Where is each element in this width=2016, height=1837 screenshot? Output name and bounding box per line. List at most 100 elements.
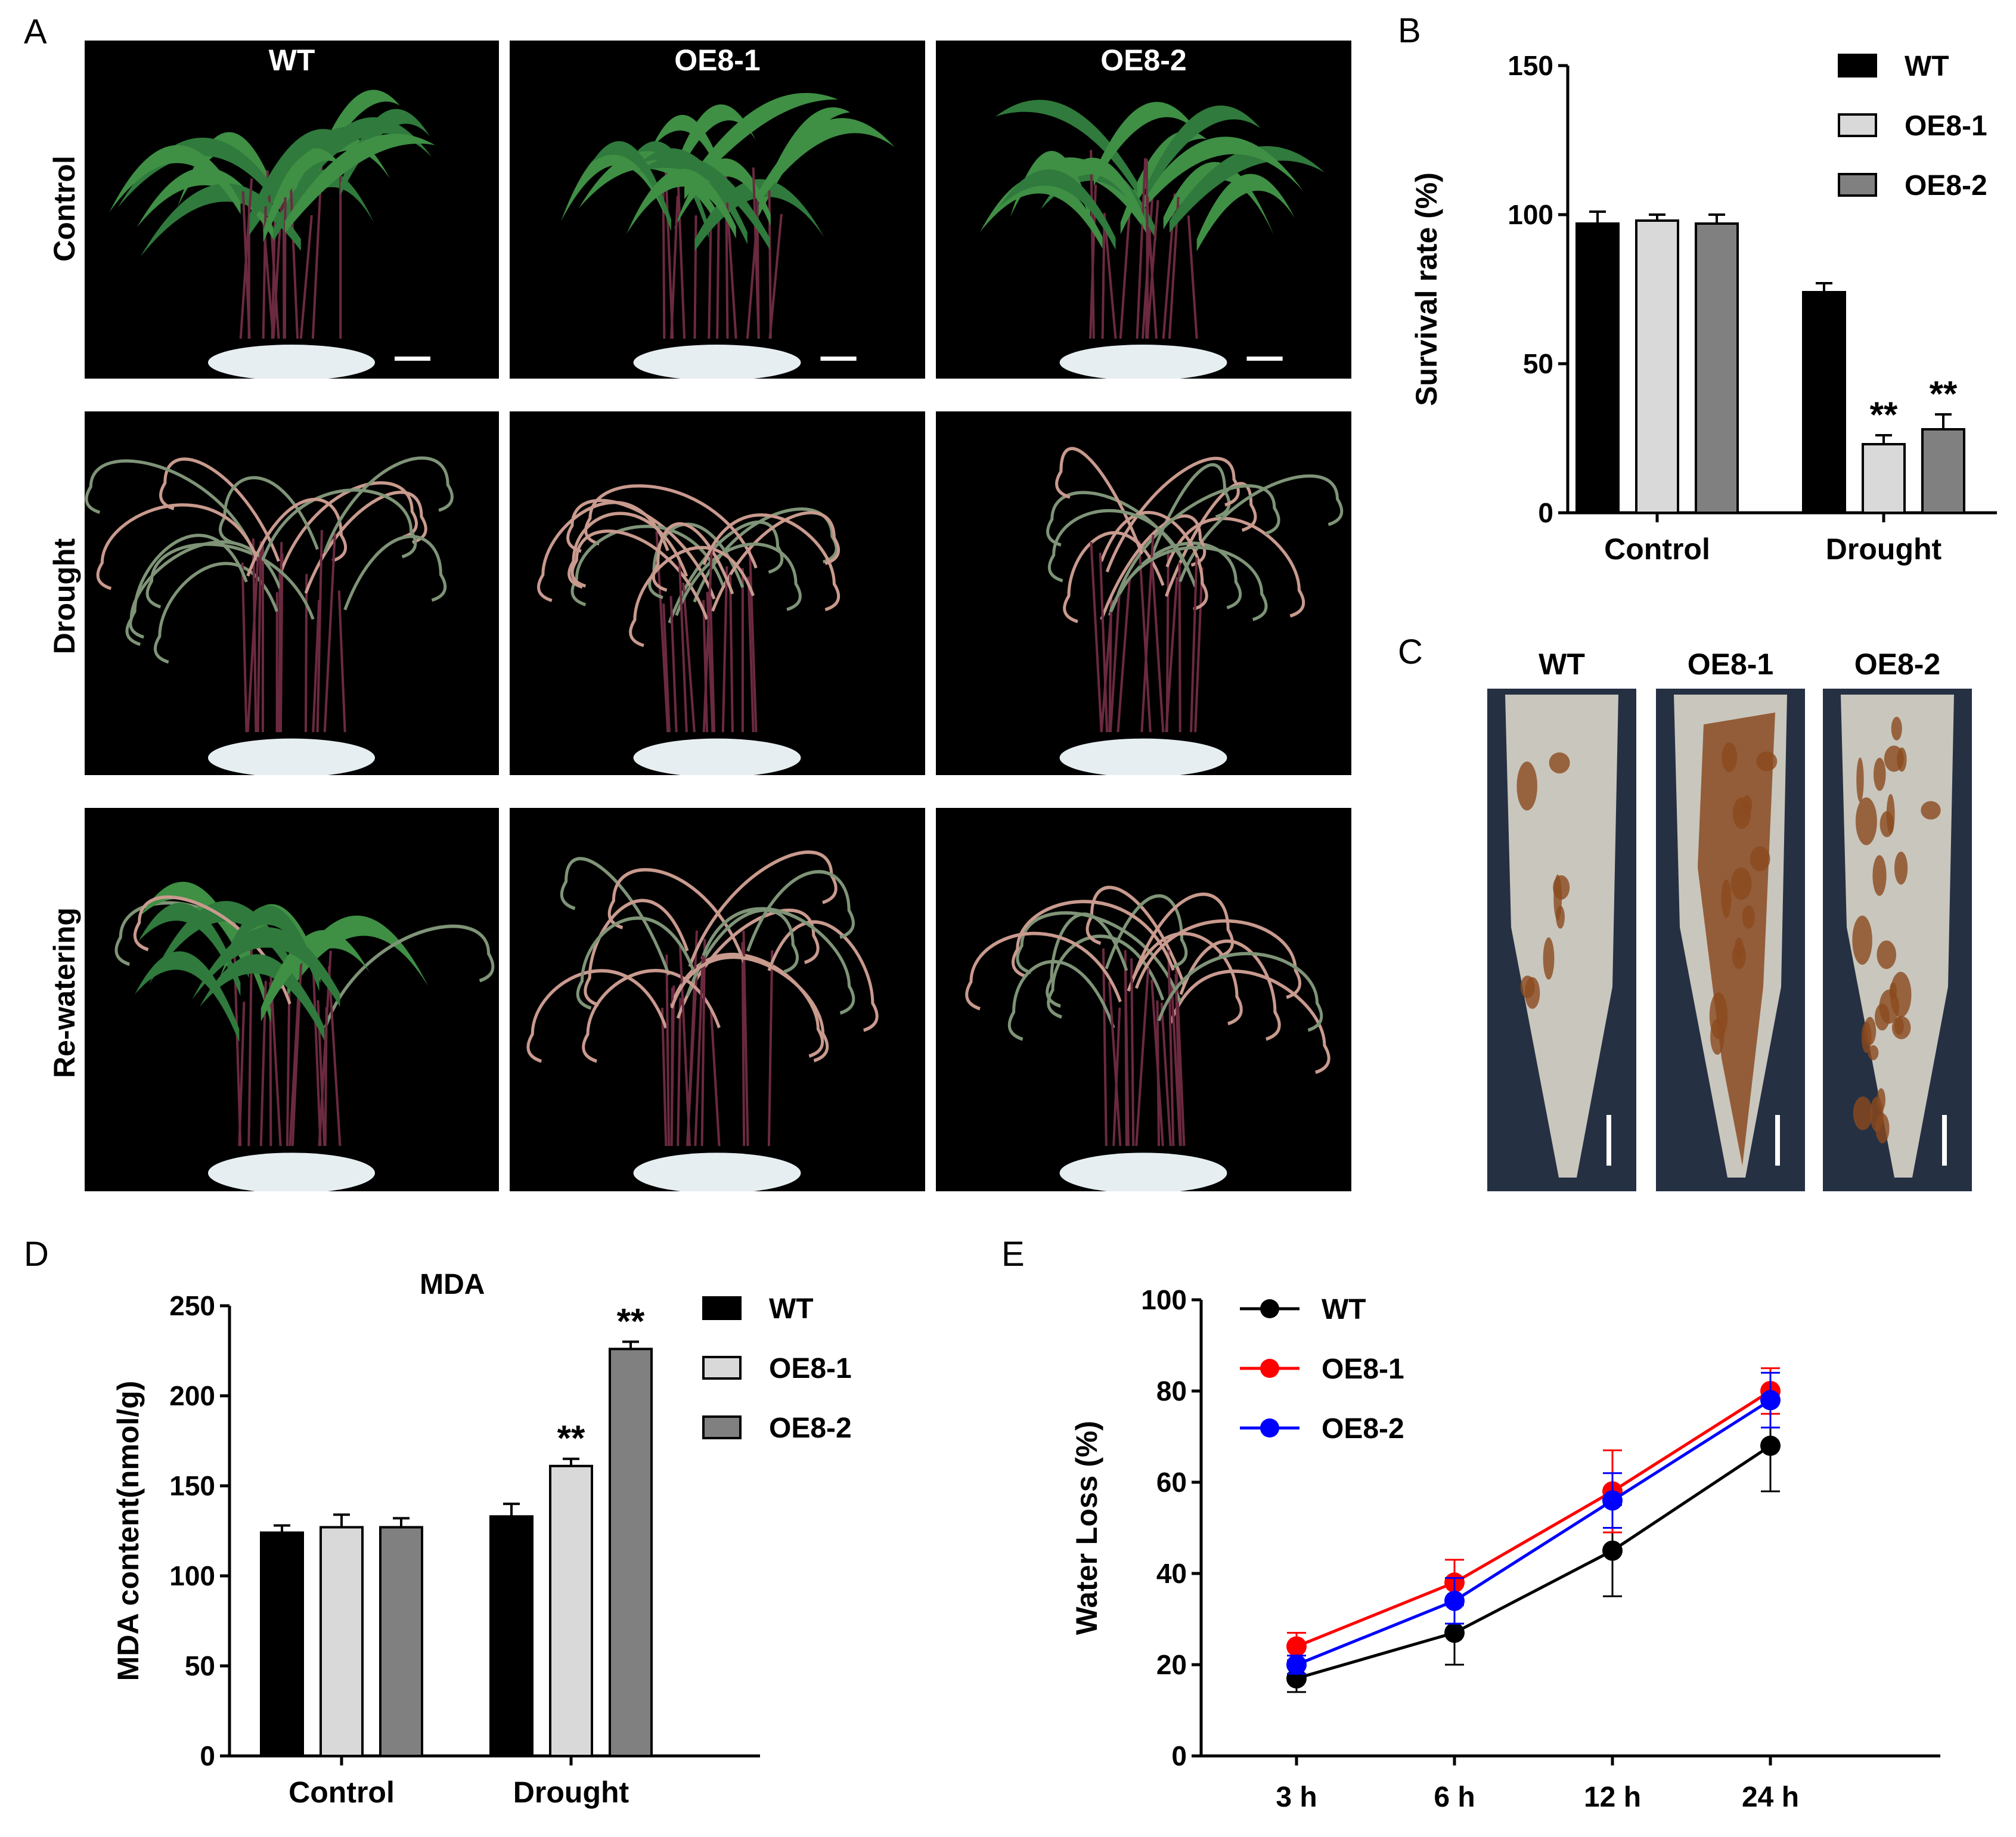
plant-stem	[709, 1007, 721, 1147]
green-leaf	[249, 129, 352, 227]
panel-letter-e: E	[1001, 1235, 1025, 1274]
stain-spot	[1722, 742, 1738, 772]
plant-stem	[1190, 557, 1198, 732]
photo-rewatering-oe8-1	[510, 808, 925, 1191]
stain-spot	[1874, 757, 1886, 791]
plant-stem	[1102, 948, 1108, 1147]
y-tick-label: 60	[1156, 1467, 1187, 1498]
green-leaf	[263, 148, 341, 242]
plant-stem	[747, 576, 755, 732]
dry-leaf	[261, 488, 417, 560]
stain-spot	[1553, 875, 1570, 900]
dry-leaf	[570, 529, 709, 620]
plant-stem	[700, 938, 706, 1147]
dry-leaf	[246, 497, 348, 577]
plant-stem	[1124, 971, 1130, 1147]
dry-leaf	[1127, 932, 1243, 1026]
plant-stem	[1116, 575, 1131, 733]
dry-leaf	[129, 534, 248, 639]
y-axis-label: MDA content(nmol/g)	[111, 1381, 145, 1681]
y-tick-label: 250	[169, 1290, 215, 1321]
legend-label-wt: WT	[1905, 51, 1949, 82]
panel-letter-d: D	[24, 1235, 49, 1274]
data-point-oe8-1-3-h	[1286, 1636, 1307, 1657]
plant-stem	[693, 215, 697, 339]
stain-spot	[1877, 940, 1897, 969]
flower-pot	[1059, 738, 1227, 775]
dry-leaf	[1157, 952, 1323, 1032]
stain-spot	[1543, 937, 1555, 980]
leaf-photo-oe8-1	[1656, 689, 1805, 1191]
stain-spot	[1877, 1088, 1885, 1112]
legend-marker-wt	[1260, 1299, 1279, 1318]
dry-leaf	[85, 459, 258, 559]
flower-pot	[208, 345, 375, 379]
leaf-label-wt: WT	[1539, 648, 1585, 681]
y-tick-label: 20	[1156, 1649, 1187, 1680]
legend-swatch-oe8-1	[1838, 113, 1877, 137]
x-tick-label-6-h: 6 h	[1434, 1782, 1475, 1813]
plant-stem	[1090, 150, 1095, 339]
dry-leaf	[1012, 900, 1175, 978]
green-leaf	[758, 107, 850, 217]
legend-label-oe8-2: OE8-2	[1322, 1413, 1404, 1445]
bar-control-wt	[260, 1531, 304, 1757]
y-tick-label: 50	[185, 1650, 215, 1681]
plant-stem	[1136, 158, 1147, 339]
stain-spot	[1890, 971, 1912, 1018]
bar-control-oe8-1	[320, 1526, 364, 1757]
green-leaf	[191, 927, 340, 1007]
dry-leaf	[1105, 894, 1188, 969]
panel-letter-c: C	[1398, 633, 1423, 671]
dry-leaf	[1134, 919, 1301, 999]
plant-stem	[241, 191, 251, 339]
bar-control-wt	[1575, 222, 1620, 514]
dry-leaf	[526, 969, 668, 1063]
dry-leaf	[584, 484, 758, 569]
stain-spot	[1710, 1018, 1725, 1055]
flower-pot	[633, 738, 801, 775]
flower-pot	[208, 738, 375, 775]
dry-leaf	[700, 907, 855, 1015]
stain-spot	[1863, 1017, 1877, 1045]
plant-stem	[1090, 541, 1103, 733]
plant-stem	[662, 603, 671, 733]
green-leaf	[1010, 151, 1091, 221]
dry-leaf	[1055, 447, 1143, 555]
bar-drought-oe8-2	[1921, 428, 1965, 514]
photo-rewatering-wt	[85, 808, 499, 1191]
dry-leaf	[1047, 934, 1165, 1019]
green-leaf	[638, 156, 770, 250]
plant-stem	[246, 556, 259, 733]
green-leaf	[178, 132, 274, 207]
plant-stem	[1156, 1000, 1161, 1147]
bar-control-oe8-1	[1635, 219, 1679, 514]
legend-swatch-wt	[702, 1296, 742, 1320]
plant-stem	[728, 574, 734, 732]
dry-leaf	[560, 857, 671, 976]
chart-mda-content: 0 50 100 150 200 250 MDA content(nmol/g) MDA Con…	[111, 1269, 852, 1809]
green-leaf	[284, 134, 436, 234]
dry-leaf	[670, 955, 829, 1062]
stain-spot	[1853, 1096, 1873, 1130]
stain-spot	[1894, 851, 1908, 885]
plant-stem	[682, 583, 696, 733]
green-leaf	[1093, 101, 1199, 186]
dry-leaf	[965, 931, 1122, 1011]
scale-bar	[1942, 1115, 1947, 1166]
y-tick-label: 0	[1538, 497, 1553, 528]
green-leaf	[224, 905, 320, 992]
stain-region	[1698, 713, 1775, 1166]
green-leaf	[1169, 145, 1325, 233]
data-point-wt-24-h	[1760, 1435, 1781, 1456]
legend-label-oe8-2: OE8-2	[769, 1412, 852, 1444]
legend-swatch-oe8-1	[702, 1356, 742, 1380]
plant-stem	[1174, 974, 1182, 1147]
dry-leaf	[570, 525, 725, 606]
green-leaf	[260, 930, 370, 1022]
bar-control-oe8-2	[1695, 222, 1739, 514]
dry-leaf	[711, 511, 840, 612]
bar-drought-oe8-2	[609, 1347, 653, 1758]
legend-label-oe8-1: OE8-1	[1322, 1353, 1404, 1385]
y-tick-label: 150	[1508, 50, 1553, 81]
